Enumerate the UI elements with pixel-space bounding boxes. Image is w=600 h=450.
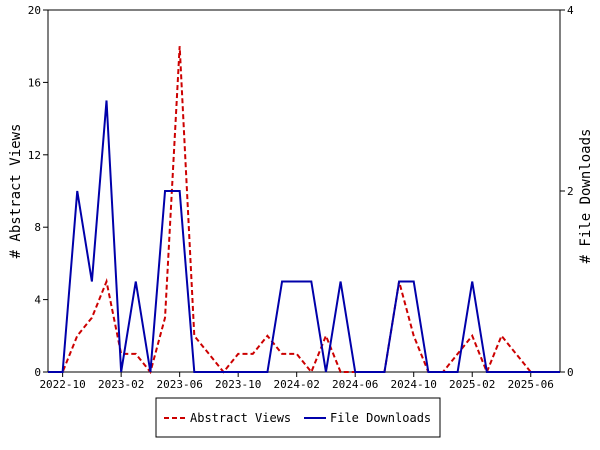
series-line-file-downloads <box>48 100 560 373</box>
legend-label-file-downloads: File Downloads <box>330 411 431 425</box>
y-tick-label: 12 <box>28 149 41 162</box>
y-tick-label: 16 <box>28 76 41 89</box>
y2-axis-title: # File Downloads <box>578 129 594 264</box>
legend-label-abstract-views: Abstract Views <box>190 411 291 425</box>
y2-tick-label: 2 <box>567 185 574 198</box>
x-tick-label: 2023-10 <box>215 378 261 391</box>
x-tick-label: 2024-02 <box>274 378 320 391</box>
x-tick-label: 2024-10 <box>391 378 437 391</box>
x-tick-label: 2025-02 <box>449 378 495 391</box>
axes: 0 4 8 12 16 20 0 2 4 2022-10 2023-02 2023-06 2023-10… <box>28 4 574 391</box>
y-tick-label: 20 <box>28 4 41 17</box>
y-tick-label: 0 <box>34 366 41 379</box>
x-tick-label: 2024-06 <box>332 378 378 391</box>
y-tick-label: 4 <box>34 294 41 307</box>
x-tick-label: 2023-02 <box>98 378 144 391</box>
y-axis-title: # Abstract Views <box>8 124 24 259</box>
x-tick-label: 2023-06 <box>156 378 202 391</box>
series-layer <box>48 46 560 375</box>
y2-tick-label: 4 <box>567 4 574 17</box>
legend: Abstract Views File Downloads <box>155 397 441 438</box>
y2-tick-label: 0 <box>567 366 574 379</box>
plot-frame <box>47 9 561 373</box>
y-tick-label: 8 <box>34 221 41 234</box>
x-tick-label: 2022-10 <box>39 378 85 391</box>
series-line-abstract-views <box>48 46 560 375</box>
legend-box <box>155 397 441 438</box>
x-tick-label: 2025-06 <box>508 378 554 391</box>
